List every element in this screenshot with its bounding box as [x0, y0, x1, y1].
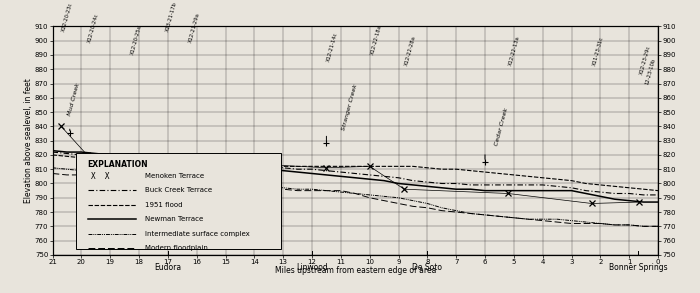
Text: EXPLANATION: EXPLANATION: [88, 160, 148, 169]
Text: Mud Creek: Mud Creek: [67, 82, 80, 116]
Y-axis label: Elevation above sealevel, in feet: Elevation above sealevel, in feet: [25, 78, 34, 203]
Text: Cedar Creek: Cedar Creek: [494, 107, 509, 146]
FancyBboxPatch shape: [76, 153, 281, 249]
Text: X12-20-23c: X12-20-23c: [61, 1, 74, 32]
Text: X12-21-14c: X12-21-14c: [326, 31, 339, 62]
Text: X12-20-24c: X12-20-24c: [87, 13, 100, 44]
Text: X12-22-28a: X12-22-28a: [405, 35, 417, 67]
Text: X12-21-29a: X12-21-29a: [188, 12, 201, 44]
Text: X13-21-17b: X13-21-17b: [165, 1, 178, 32]
Text: 12-23-10b: 12-23-10b: [645, 57, 657, 85]
Text: Buck Creek Terrace: Buck Creek Terrace: [145, 188, 212, 193]
Text: X  X: X X: [90, 172, 109, 180]
Text: Stranger Creek: Stranger Creek: [341, 83, 358, 131]
Text: Eudora: Eudora: [154, 263, 181, 272]
Text: Linwood: Linwood: [296, 263, 328, 272]
X-axis label: Miles upstream from eastern edge of area: Miles upstream from eastern edge of area: [274, 266, 436, 275]
Text: 1951 flood: 1951 flood: [145, 202, 183, 208]
Text: X12-22-18a: X12-22-18a: [370, 24, 382, 55]
Text: X12-20-25d: X12-20-25d: [130, 24, 143, 55]
Text: Bonner Springs: Bonner Springs: [608, 263, 667, 272]
Text: X12-22-13a: X12-22-13a: [508, 35, 521, 67]
Text: Modern floodplain: Modern floodplain: [145, 245, 208, 251]
Text: Intermediate surface complex: Intermediate surface complex: [145, 231, 250, 237]
Text: Newman Terrace: Newman Terrace: [145, 216, 204, 222]
Text: X11-23-31c: X11-23-31c: [592, 36, 604, 67]
Text: Menoken Terrace: Menoken Terrace: [145, 173, 204, 179]
Text: X12-23-29c: X12-23-29c: [639, 44, 652, 75]
Text: De Soto: De Soto: [412, 263, 442, 272]
